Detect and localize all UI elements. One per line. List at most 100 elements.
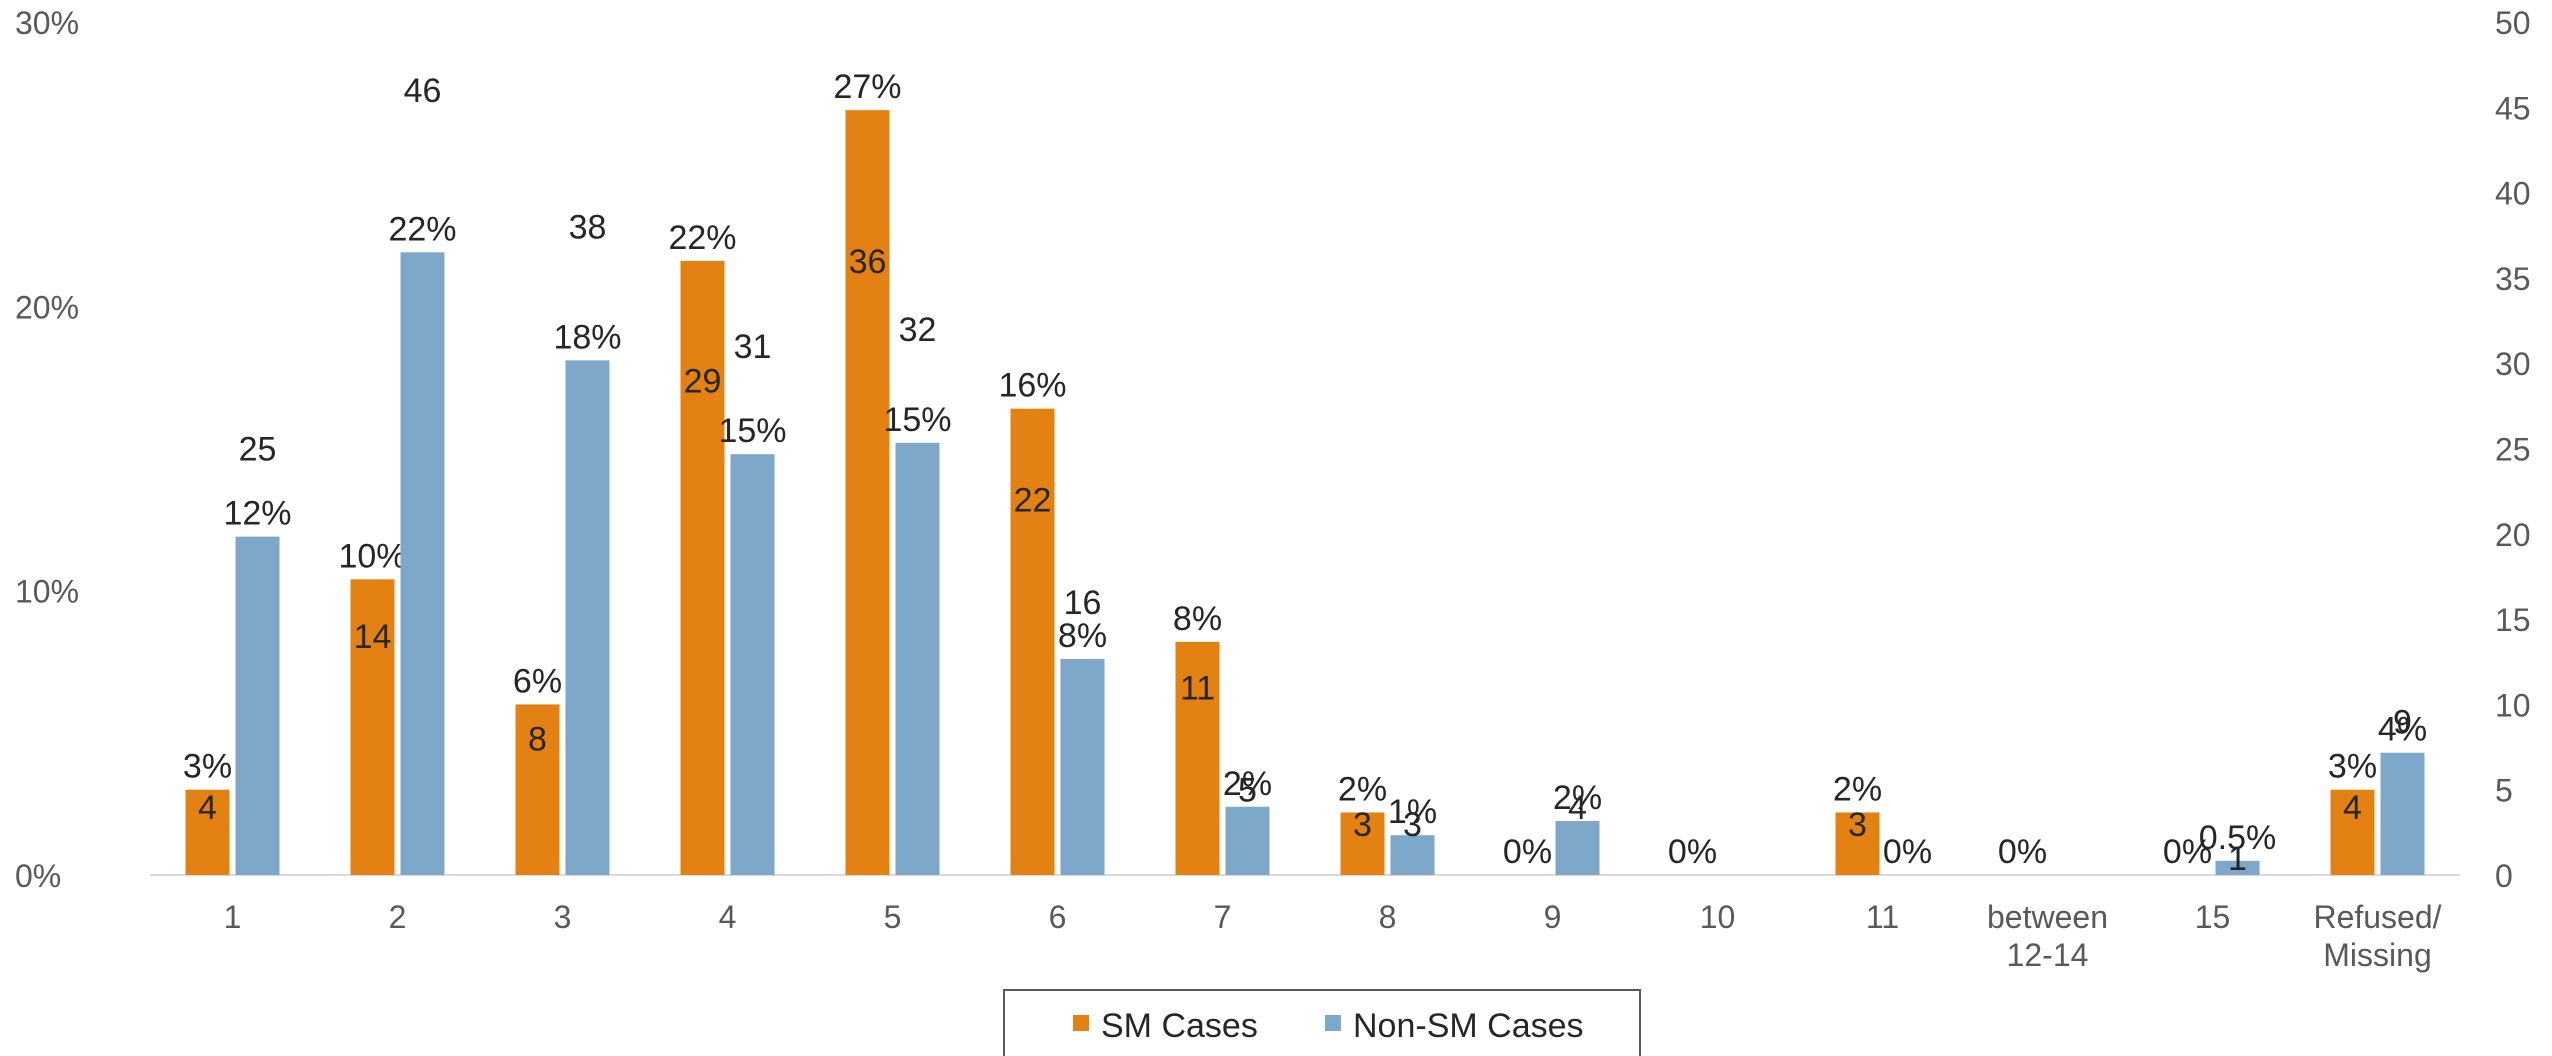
right-axis-tick: 50: [2495, 5, 2531, 41]
right-axis-tick: 45: [2495, 90, 2531, 126]
legend-box: [1003, 989, 1641, 1056]
sm-cases-bar: [1175, 641, 1220, 875]
sm-cases-percent-label: 6%: [513, 662, 562, 700]
right-axis-tick: 35: [2495, 261, 2531, 297]
sm-cases-count-label: 8: [528, 721, 547, 759]
non-sm-cases-count-label: 1: [2228, 840, 2247, 878]
right-axis-tick: 30: [2495, 346, 2531, 382]
sm-cases-bar: [515, 704, 560, 875]
legend-label: SM Cases: [1101, 1007, 1258, 1045]
x-axis-tick: 1: [224, 899, 242, 935]
legend: SM Cases Non-SM Cases: [1003, 989, 1641, 1056]
non-sm-cases-percent-label: 2%: [1223, 765, 1272, 803]
non-sm-cases-bar: [1390, 835, 1435, 875]
right-axis-tick: 10: [2495, 687, 2531, 723]
sm-cases-bar: [350, 579, 395, 875]
non-sm-cases-count-label: 3: [1403, 806, 1422, 844]
sm-cases-percent-label: 0%: [2163, 833, 2212, 871]
sm-cases-percent-label: 27%: [833, 68, 901, 106]
legend-swatch: [1325, 1015, 1341, 1031]
non-sm-cases-percent-label: 4%: [2378, 711, 2427, 749]
non-sm-cases-bar: [565, 360, 610, 875]
sm-cases-percent-label: 22%: [668, 219, 736, 257]
non-sm-cases-count-label: 32: [899, 311, 937, 349]
non-sm-cases-count-label: 46: [404, 72, 442, 110]
x-axis-tick: 11: [1866, 899, 1899, 935]
sm-cases-count-label: 22: [1014, 482, 1052, 520]
non-sm-cases-percent-label: 15%: [718, 412, 786, 450]
non-sm-cases-bar: [1060, 658, 1105, 875]
right-axis-tick: 20: [2495, 517, 2531, 553]
left-axis-tick: 30%: [15, 5, 79, 41]
sm-cases-percent-label: 3%: [2328, 748, 2377, 786]
sm-cases-count-label: 36: [849, 243, 887, 281]
sm-cases-bar: [1835, 812, 1880, 875]
sm-cases-bar: [1010, 408, 1055, 875]
non-sm-cases-percent-label: 0.5%: [2199, 819, 2277, 857]
non-sm-cases-count-label: 31: [734, 328, 772, 366]
x-axis-tick: 8: [1379, 899, 1397, 935]
non-sm-cases-bar: [1225, 806, 1270, 875]
right-axis-tick: 25: [2495, 432, 2531, 468]
sm-cases-count-label: 3: [1848, 806, 1867, 844]
x-axis-tick: 7: [1214, 899, 1232, 935]
non-sm-cases-bar: [1555, 820, 1600, 875]
sm-cases-bar: [1340, 812, 1385, 875]
right-axis-tick: 5: [2495, 773, 2513, 809]
left-axis-tick: 10%: [15, 574, 79, 610]
left-axis: 0% 10% 20% 30%: [15, 5, 79, 894]
sm-cases-count-label: 14: [354, 618, 392, 656]
x-axis-tick: 6: [1049, 899, 1067, 935]
legend-swatch: [1073, 1015, 1089, 1031]
sm-cases-bar: [2330, 789, 2375, 875]
x-axis-labels: 1 2 3 4 5 6 7 8 9 10 11 between 12-14 15 Refused/Missi…: [224, 899, 2442, 973]
non-sm-cases-bar: [400, 252, 445, 875]
non-sm-cases-bar: [730, 454, 775, 875]
x-axis-tick: 3: [554, 899, 572, 935]
sm-cases-bar: [845, 110, 890, 876]
sm-cases-percent-label: 2%: [1833, 770, 1882, 808]
non-sm-cases-percent-label: 2%: [1553, 779, 1602, 817]
non-sm-cases-bar: [2380, 752, 2425, 875]
sm-cases-percent-label: 3%: [183, 748, 232, 786]
non-sm-cases-bar: [895, 442, 940, 875]
x-axis-tick: 9: [1544, 899, 1562, 935]
sm-cases-percent-label: 0%: [1503, 833, 1552, 871]
left-axis-tick: 0%: [15, 858, 61, 894]
x-axis-tick: 10: [1700, 899, 1736, 935]
sm-cases-count-label: 4: [2343, 789, 2362, 827]
non-sm-cases-bar: [2215, 860, 2260, 875]
sm-cases-count-label: 4: [198, 789, 217, 827]
sm-cases-percent-label: 0%: [1668, 833, 1717, 871]
legend-label: Non-SM Cases: [1353, 1007, 1584, 1045]
x-axis-tick: 5: [884, 899, 902, 935]
non-sm-cases-count-label: 25: [239, 431, 277, 469]
sm-cases-percent-label: 8%: [1173, 600, 1222, 638]
sm-cases-percent-label: 16%: [998, 367, 1066, 405]
right-axis-tick: 0: [2495, 858, 2513, 894]
sm-cases-count-label: 29: [684, 362, 722, 400]
x-axis-tick: 15: [2195, 899, 2231, 935]
non-sm-cases-percent-label: 0%: [1883, 833, 1932, 871]
sm-cases-bar: [185, 789, 230, 875]
non-sm-cases-percent-label: 12%: [223, 495, 291, 533]
non-sm-cases-percent-label: 15%: [883, 401, 951, 439]
sm-cases-count-label: 11: [1180, 669, 1215, 707]
x-axis-tick: 2: [389, 899, 407, 935]
sm-cases-bar: [680, 260, 725, 876]
left-axis-tick: 20%: [15, 289, 79, 325]
right-axis-tick: 15: [2495, 602, 2531, 638]
non-sm-cases-count-label: 16: [1064, 584, 1102, 622]
sm-cases-percent-label: 10%: [338, 537, 406, 575]
sm-cases-percent-label: 2%: [1338, 770, 1387, 808]
non-sm-cases-percent-label: 8%: [1058, 617, 1107, 655]
non-sm-cases-percent-label: 1%: [1388, 793, 1437, 831]
non-sm-cases-count-label: 9: [2393, 703, 2412, 741]
sm-cases-count-label: 3: [1353, 806, 1372, 844]
x-axis-tick: between 12-14: [1987, 899, 2108, 973]
sm-cases-percent-label: 0%: [1998, 833, 2047, 871]
non-sm-cases-count-label: 5: [1238, 772, 1257, 810]
x-axis-tick: Refused/Missing: [2313, 899, 2441, 973]
